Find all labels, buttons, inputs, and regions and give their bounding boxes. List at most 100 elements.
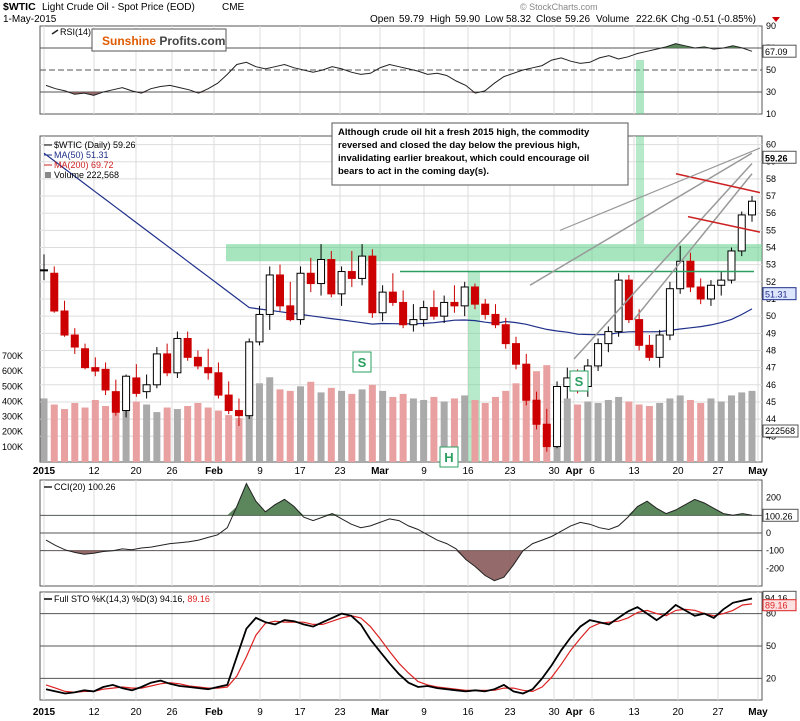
candle-body — [737, 214, 746, 252]
volume-bar — [522, 377, 530, 462]
open-value: 59.79 — [399, 14, 424, 25]
candle-body — [717, 279, 726, 286]
candle-body — [296, 272, 305, 321]
price-y-tick: 60 — [766, 140, 776, 150]
exchange-label: CME — [222, 2, 245, 13]
price-legend: $WTIC (Daily) 59.26 — [54, 140, 136, 150]
volume-bar — [184, 406, 192, 462]
sto-k-last-label: 94.16 — [765, 593, 788, 603]
volume-bar — [317, 392, 325, 462]
sto-y-tick: 80 — [766, 609, 776, 619]
x-tick-label-bottom: May — [748, 707, 768, 718]
support-trend-line — [573, 162, 753, 360]
sto-d-line — [45, 603, 753, 694]
sto-y-tick: 50 — [766, 641, 776, 651]
sto-d-last-label: 89.16 — [765, 601, 788, 611]
volume-value: 222.6K — [636, 14, 668, 25]
x-tick-label-bottom: 9 — [421, 707, 427, 718]
volume-bar — [40, 398, 48, 462]
x-tick-label-top: Feb — [205, 466, 223, 477]
right-shoulder-label: S — [569, 370, 589, 392]
svg-text:S: S — [358, 355, 367, 370]
ma50-legend: MA(50) 51.31 — [54, 150, 109, 160]
rsi-last-value: 67.09 — [765, 47, 788, 57]
candle-body — [440, 301, 449, 317]
x-tick-label-bottom: 17 — [294, 707, 306, 718]
sto-k-line — [45, 597, 753, 695]
candle-body — [132, 377, 141, 394]
x-tick-label-bottom: Mar — [371, 707, 389, 718]
candle-body — [317, 259, 326, 285]
x-tick-label-bottom: 23 — [504, 707, 516, 718]
candle-body — [306, 272, 315, 285]
volume-bar — [512, 383, 520, 462]
low-value: 58.32 — [506, 14, 531, 25]
candle-body — [388, 291, 397, 303]
volume-y-tick: 700K — [2, 351, 23, 361]
candle-body — [255, 313, 264, 343]
x-tick-label-top: 6 — [589, 466, 595, 477]
candle-body — [655, 334, 664, 358]
price-last-box — [762, 150, 797, 164]
svg-text:H: H — [444, 450, 453, 465]
candle-body — [152, 353, 161, 386]
candle-body — [481, 303, 490, 315]
candle-body — [368, 255, 377, 314]
volume-bar — [676, 395, 684, 462]
price-y-tick: 49 — [766, 328, 776, 338]
candle-body — [501, 324, 510, 345]
x-tick-label-bottom: 26 — [166, 707, 178, 718]
top-trend-line — [559, 147, 761, 231]
candle-body — [111, 391, 120, 413]
annotation-line: Although crude oil hit a fresh 2015 high… — [338, 127, 590, 138]
change-value: -0.51 (-0.85%) — [692, 14, 756, 25]
candle-body — [204, 367, 213, 374]
x-tick-label-top: May — [748, 466, 768, 477]
x-tick-label-top: 9 — [421, 466, 427, 477]
volume-bar — [50, 404, 58, 462]
volume-bar — [461, 395, 469, 462]
volume-bar — [122, 407, 130, 462]
x-tick-label-bottom: 20 — [672, 707, 684, 718]
candle-body — [748, 200, 756, 216]
candle-body — [358, 255, 367, 279]
x-tick-label-top: Mar — [371, 466, 389, 477]
svg-text:S: S — [575, 374, 584, 389]
x-tick-label-top: 2015 — [33, 466, 56, 477]
volume-legend: Volume 222,568 — [54, 170, 119, 180]
volume-bar — [625, 401, 633, 462]
annotation-line: reversed and closed the day below the pr… — [338, 140, 580, 151]
candle-body — [337, 271, 346, 295]
volume-bar — [379, 390, 387, 462]
candle-body — [142, 384, 151, 393]
volume-bar — [173, 409, 181, 462]
volume-bar — [266, 377, 274, 462]
annotation-line: bears to act in the coming day(s). — [338, 166, 489, 177]
volume-bar — [348, 393, 356, 462]
candle-body — [60, 310, 69, 336]
candle-body — [635, 319, 644, 346]
price-y-tick: 52 — [766, 277, 776, 287]
high-value: 59.90 — [455, 14, 480, 25]
candle-body — [614, 279, 623, 333]
candle-body — [409, 319, 418, 326]
annotation-text: Although crude oil hit a fresh 2015 high… — [338, 127, 590, 177]
volume-bar — [594, 402, 602, 462]
lower-trend-line — [633, 173, 753, 321]
candle-body — [686, 260, 695, 288]
rsi-line — [45, 43, 753, 96]
volume-bar — [163, 407, 171, 462]
volume-bar — [420, 399, 428, 462]
cci-last-box — [762, 508, 799, 522]
candle-body — [594, 343, 603, 367]
volume-bar — [307, 381, 315, 462]
price-last-label: 59.26 — [765, 153, 788, 163]
volume-bar — [635, 404, 643, 462]
volume-last-label: 222568 — [765, 426, 795, 436]
candle-body — [50, 272, 59, 312]
volume-bar — [574, 404, 582, 462]
volume-bar — [71, 402, 79, 462]
volume-bar — [697, 402, 705, 462]
candle-body — [696, 286, 705, 300]
candle-body — [286, 305, 295, 321]
